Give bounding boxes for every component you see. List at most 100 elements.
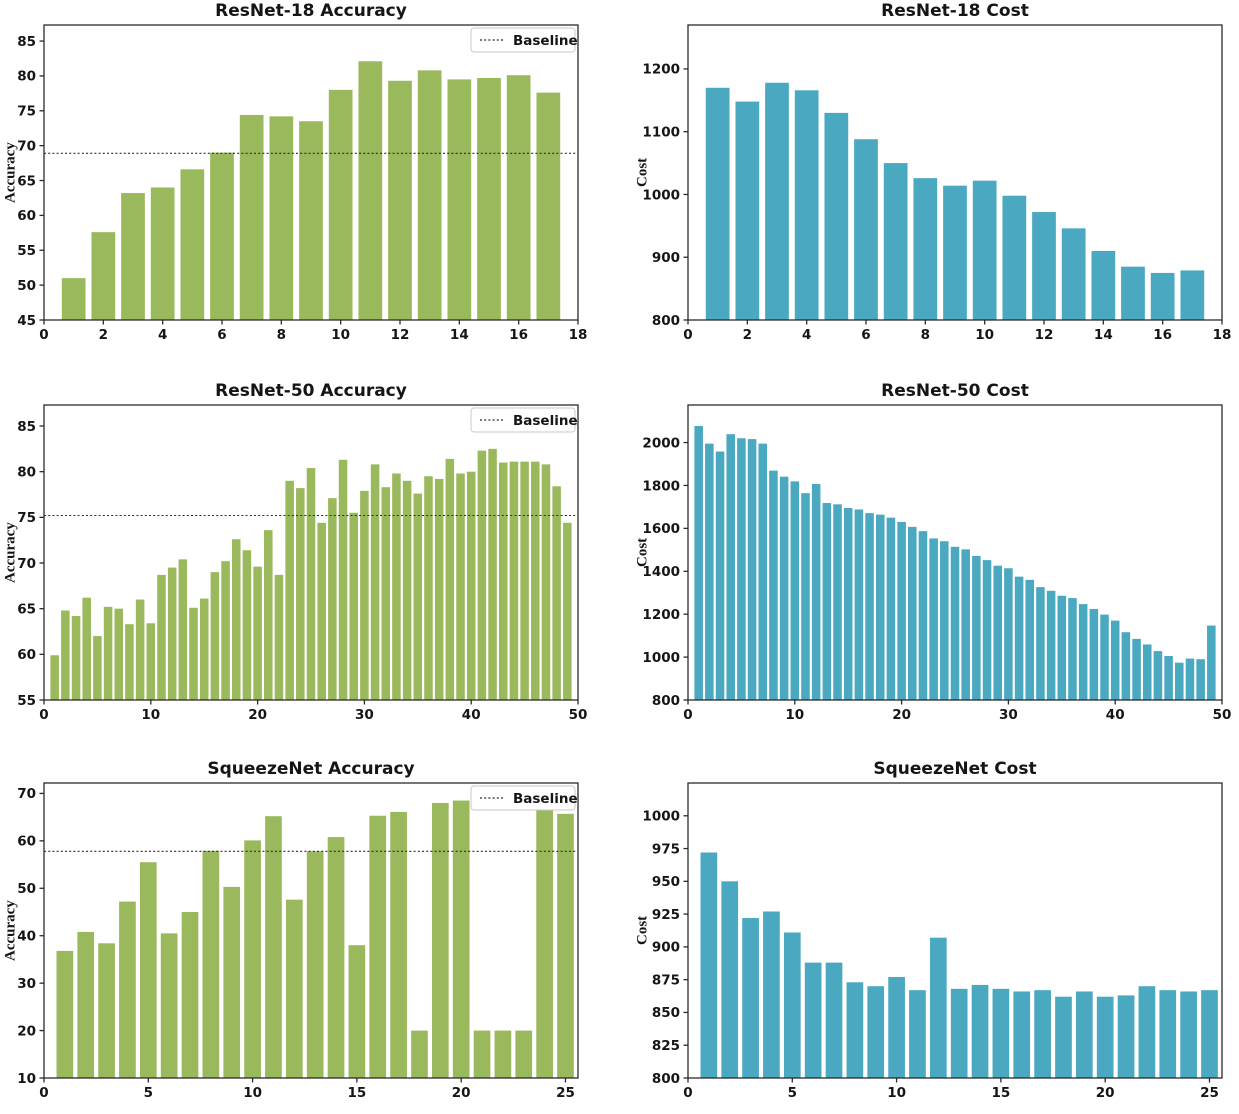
bar: [1096, 996, 1114, 1078]
chart-title: SqueezeNet Accuracy: [207, 759, 415, 779]
bar: [1175, 662, 1184, 700]
bar: [705, 87, 730, 321]
chart-canvas: 800 900 1000 1100 1200 0 2 4 6 8 10 12 14 16 18: [642, 24, 1231, 343]
y-tick-label: 85: [17, 419, 36, 435]
bar: [790, 481, 800, 700]
bar: [992, 988, 1010, 1078]
bars-group: [50, 448, 572, 700]
y-axis: 800 1000 1200 1400 1600 1800 2000: [642, 435, 688, 709]
x-tick-label: 50: [1213, 707, 1232, 723]
y-axis: 800 900 1000 1100 1200: [642, 62, 688, 329]
bar: [466, 471, 476, 700]
chart-squeezenet-cost: SqueezeNet Cost Cost 800 825 850 875 900 925 9…: [620, 742, 1239, 1114]
x-tick-label: 18: [569, 327, 588, 343]
legend-box: [470, 27, 576, 53]
y-axis: 800 825 850 875 900 925 950 975 1000: [642, 809, 688, 1087]
y-tick-label: 825: [652, 1038, 680, 1054]
y-tick-label: 1100: [642, 125, 680, 141]
chart-resnet18-accuracy: ResNet-18 Accuracy Accuracy 45 50 55 60 65 70…: [0, 0, 619, 372]
bar: [1201, 990, 1218, 1078]
bar: [388, 80, 412, 320]
bar: [494, 1030, 512, 1078]
bar: [1036, 587, 1045, 700]
bar: [1055, 996, 1072, 1078]
bar: [114, 608, 124, 700]
chart-canvas: 45 50 55 60 65 70 75 80 85 0 2 4 6 8 10 12 14 16 18 Baselin…: [17, 24, 588, 343]
y-tick-label: 1000: [642, 809, 680, 825]
bar: [358, 61, 383, 320]
bar: [1061, 228, 1086, 320]
x-axis: 0 2 4 6 8 10 12 14 16 18: [683, 320, 1231, 343]
y-tick-label: 70: [17, 138, 36, 154]
bar: [150, 187, 175, 320]
x-tick-label: 10: [331, 327, 350, 343]
y-tick-label: 800: [652, 1071, 680, 1087]
bar: [91, 232, 116, 320]
bar: [242, 550, 252, 700]
x-tick-label: 50: [569, 707, 588, 723]
bar: [477, 78, 501, 320]
y-tick-label: 60: [17, 647, 36, 663]
x-tick-label: 14: [1094, 327, 1113, 343]
chart-resnet50-cost: ResNet-50 Cost Cost 800 1000 1200 1400 1600 1…: [620, 371, 1239, 743]
bar: [82, 597, 91, 700]
bar: [1159, 990, 1177, 1078]
y-axis: 45 50 55 60 65 70 75 80 85: [17, 34, 44, 329]
bar: [843, 507, 853, 700]
y-tick-label: 800: [652, 693, 680, 709]
x-tick-label: 16: [1153, 327, 1172, 343]
bar: [1078, 604, 1088, 700]
bar: [61, 610, 70, 700]
legend: Baseline: [470, 407, 578, 433]
y-tick-label: 925: [652, 907, 680, 923]
bar: [1142, 644, 1152, 700]
y-tick-label: 800: [652, 313, 680, 329]
x-tick-label: 0: [683, 707, 692, 723]
x-axis: 0 5 10 15 20 25: [39, 1078, 575, 1101]
x-tick-label: 0: [39, 707, 48, 723]
x-tick-label: 40: [1106, 707, 1125, 723]
bar: [488, 448, 497, 700]
bars-group: [56, 800, 574, 1078]
bar: [721, 881, 739, 1078]
x-tick-label: 4: [158, 327, 167, 343]
x-tick-label: 15: [347, 1085, 366, 1101]
chart-canvas: 800 1000 1200 1400 1600 1800 2000 0 10 20 30 40 50: [642, 404, 1231, 723]
plot-border: [687, 24, 1223, 321]
bar: [1100, 614, 1109, 700]
y-tick-label: 85: [17, 34, 36, 50]
x-tick-label: 25: [1200, 1085, 1219, 1101]
bar: [285, 899, 303, 1078]
bar: [121, 193, 145, 320]
bar: [390, 811, 407, 1078]
bar: [264, 530, 273, 700]
bar: [413, 493, 423, 700]
bar: [210, 572, 220, 700]
bar: [1180, 991, 1197, 1078]
y-tick-label: 55: [17, 243, 36, 259]
x-tick-label: 0: [683, 327, 692, 343]
bar: [189, 607, 198, 700]
bar: [221, 561, 230, 700]
bar: [338, 459, 348, 700]
bar: [563, 522, 572, 700]
x-tick-label: 5: [788, 1085, 797, 1101]
bar: [349, 512, 358, 700]
bars-group: [61, 61, 561, 321]
y-tick-label: 45: [17, 313, 36, 329]
bar: [1153, 651, 1163, 700]
bar: [801, 493, 810, 700]
y-tick-label: 65: [17, 173, 36, 189]
y-tick-label: 900: [652, 940, 680, 956]
y-tick-label: 975: [652, 841, 680, 857]
x-axis: 0 10 20 30 40 50: [683, 700, 1231, 723]
x-tick-label: 6: [861, 327, 870, 343]
bar: [854, 139, 878, 320]
bar: [763, 911, 780, 1078]
bar: [929, 538, 938, 700]
chart-squeezenet-accuracy: SqueezeNet Accuracy Accuracy 10 20 30 40 50 6…: [0, 742, 619, 1114]
bar: [199, 598, 209, 700]
bar: [875, 514, 885, 700]
bar: [223, 886, 241, 1078]
chart-title: ResNet-50 Accuracy: [215, 381, 407, 401]
